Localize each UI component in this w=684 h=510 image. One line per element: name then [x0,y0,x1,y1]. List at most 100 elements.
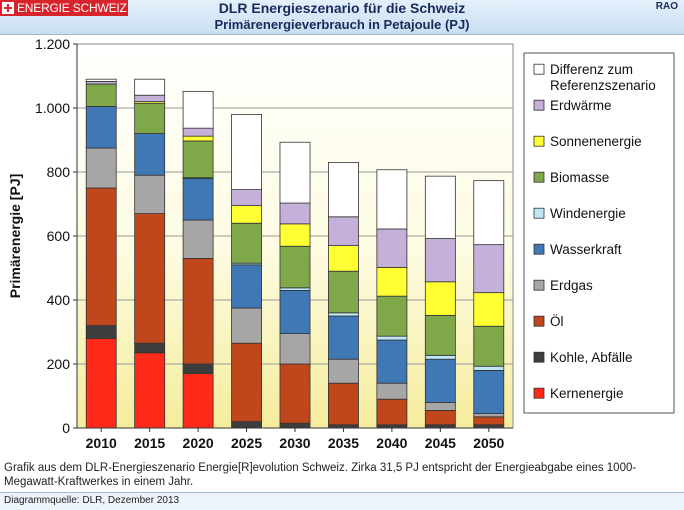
bar-segment [473,416,505,426]
swiss-cross-icon [2,2,14,14]
x-tick-label: 2045 [425,435,456,451]
bar-segment [279,245,311,289]
bar-segment [376,295,408,337]
legend-label: Wasserkraft [550,242,622,257]
bar-segment [376,398,408,426]
bar-segment [182,127,214,137]
rao-logo: RAO [655,1,678,12]
y-tick-label: 800 [47,164,71,180]
legend-label: Differenz zum Referenzszenario [550,62,656,93]
bar-segment [85,337,117,429]
x-tick-label: 2025 [231,435,262,451]
y-tick-label: 200 [47,356,71,372]
legend-label: Erdwärme [550,98,612,113]
source-bar: Diagrammquelle: DLR, Dezember 2013 [0,492,684,510]
x-tick-label: 2050 [473,435,504,451]
bar-segment [473,244,505,294]
x-tick-label: 2010 [86,435,117,451]
bar-segment [182,219,214,259]
legend-swatch [533,63,545,75]
bar-segment [231,222,262,264]
legend-swatch [533,207,545,219]
chart-source: Diagrammquelle: DLR, Dezember 2013 [4,495,180,506]
bar-segment [85,106,117,149]
bar-segment [134,352,166,429]
bar-segment [85,325,117,339]
chart-area: 0 200 400 600 800 1.000 1.200 Primärenergie [PJ… [0,35,684,460]
chart-svg: 0 200 400 600 800 1.000 1.200 Primärenergie [PJ… [7,36,675,451]
bar-segment [231,342,262,423]
bar-segment [376,169,408,230]
bar-segment [85,147,117,189]
legend-swatch [533,135,545,147]
bar-segment [182,177,214,221]
bar-segment [85,187,117,327]
bar-segment [85,78,117,82]
legend-swatch [533,243,545,255]
legend-label: Kernenergie [550,386,624,401]
legend-label: Sonnenenergie [550,134,642,149]
bar-segment [182,135,214,142]
bar-segment [424,238,456,283]
bar-segment [424,354,456,360]
bar-segment [328,382,359,426]
bar-segment [182,257,214,365]
energie-schweiz-logo: ENERGIE SCHWEIZ [0,0,128,16]
bar-segment [231,264,262,309]
bar-segment [376,228,408,268]
bar-segment [328,162,359,218]
legend-box [523,52,675,414]
bar-segment [376,382,408,400]
bar-segment [231,205,262,224]
bar-segment [473,365,505,371]
bar-segment [231,114,262,190]
legend-label: Biomasse [550,170,609,185]
bar-segment [182,363,214,375]
bar-segment [134,133,166,176]
legend-swatch [533,279,545,291]
bar-segment [424,409,456,426]
y-tick-label: 1.200 [35,36,70,52]
bar-segment [279,202,311,225]
bar-segment [473,180,505,246]
page-title: DLR Energieszenario für die Schweiz [218,0,466,16]
bar-segment [279,333,311,365]
legend-swatch [533,315,545,327]
bar-segment [182,373,214,429]
bar-segment [328,270,359,314]
bar-segment [328,358,359,384]
bar-segment [473,413,505,418]
x-tick-label: 2030 [279,435,310,451]
bar-segment [376,266,408,297]
bar-segment [424,358,456,403]
bar-segment [424,281,456,316]
legend-swatch [533,171,545,183]
bar-segment [182,90,214,129]
bar-segment [473,325,505,367]
bar-segment [279,289,311,334]
bar-segment [134,213,166,344]
bar-segment [473,292,505,327]
header-bar: ENERGIE SCHWEIZ DLR Energieszenario für … [0,0,684,35]
bar-segment [134,102,166,134]
bar-segment [279,141,311,204]
bar-segment [473,369,505,414]
y-axis-label: Primärenergie [PJ] [7,174,23,299]
x-tick-label: 2020 [183,435,214,451]
legend-label: Windenergie [550,206,626,221]
legend-label: Kohle, Abfälle [550,350,633,365]
bar-segment [279,422,311,429]
bar-segment [231,189,262,207]
x-tick-label: 2040 [376,435,407,451]
brand-label: ENERGIE SCHWEIZ [17,1,127,15]
x-tick-label: 2015 [134,435,165,451]
y-tick-label: 400 [47,292,71,308]
chart-caption: Grafik aus dem DLR-Energieszenario Energ… [4,462,637,488]
bar-segment [424,314,456,356]
bar-segment [134,94,166,103]
bar-segment [134,78,166,96]
bar-segment [376,339,408,384]
legend-swatch [533,351,545,363]
bar-segment [376,335,408,341]
y-tick-label: 1.000 [35,100,70,116]
